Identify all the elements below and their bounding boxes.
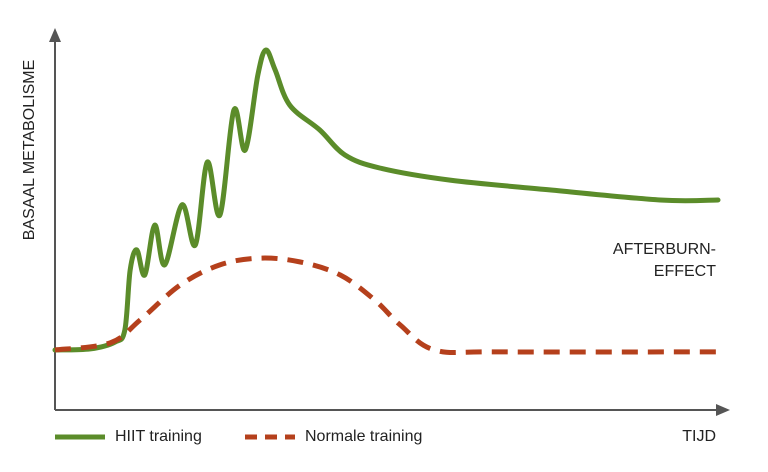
series-line — [54, 255, 719, 356]
annotation: EFFECT — [654, 263, 716, 280]
x-axis-arrow — [716, 404, 730, 416]
x-axis-label: TIJD — [682, 428, 716, 445]
y-axis-label: BASAAL METABOLISME — [21, 60, 38, 241]
legend-label: HIIT training — [115, 428, 202, 445]
series-line — [52, 47, 721, 353]
annotation: AFTERBURN- — [613, 241, 716, 258]
legend-label: Normale training — [305, 428, 422, 445]
y-axis-arrow — [49, 28, 61, 42]
